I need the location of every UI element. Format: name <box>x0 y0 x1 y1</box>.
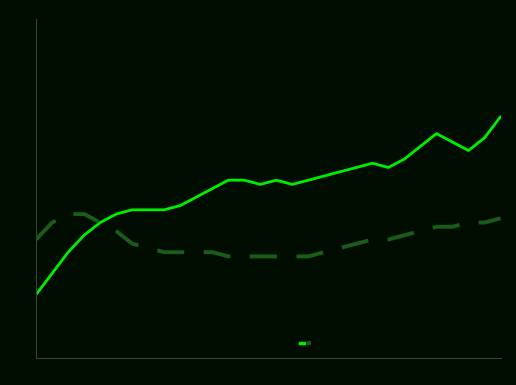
Legend: , : , <box>300 343 311 344</box>
